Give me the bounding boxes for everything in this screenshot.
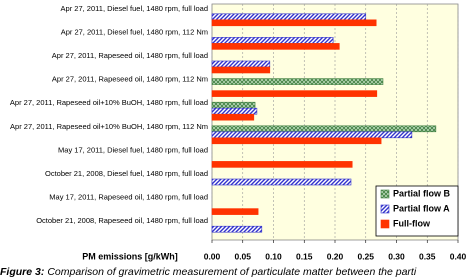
x-tick-label: 0.10 — [265, 251, 282, 261]
bar — [211, 208, 259, 215]
x-tick-label: 0.05 — [234, 251, 251, 261]
bar — [211, 60, 271, 68]
x-tick-label: 0.15 — [296, 251, 313, 261]
bar — [211, 13, 367, 21]
legend-label: Full-flow — [393, 218, 431, 228]
category-label: Apr 27, 2011, Rapeseed oil, 1480 rpm, 11… — [52, 75, 208, 84]
caption-label: Figure 3: — [0, 266, 44, 278]
category-label: Apr 27, 2011, Rapeseed oil, 1480 rpm, fu… — [52, 51, 208, 60]
x-tick-label: 0.25 — [357, 251, 374, 261]
category-label: Apr 27, 2011, Rapeseed oil+10% BuOH, 148… — [10, 122, 208, 131]
x-tick-label: 0.35 — [419, 251, 436, 261]
category-label: Apr 27, 2011, Diesel fuel, 1480 rpm, ful… — [61, 4, 208, 13]
legend-swatch — [380, 204, 390, 214]
category-label: Apr 27, 2011, Rapeseed oil+10% BuOH, 148… — [10, 98, 208, 107]
bar — [211, 125, 437, 133]
category-label: Apr 27, 2011, Diesel fuel, 1480 rpm, 112… — [61, 27, 208, 36]
caption: Figure 3: Comparison of gravimetric measu… — [0, 266, 417, 278]
legend-swatch — [380, 219, 390, 229]
legend-label: Partial flow A — [393, 203, 450, 213]
x-tick-label: 0.40 — [450, 251, 467, 261]
legend-box — [375, 185, 459, 237]
bar — [211, 161, 353, 168]
bar — [211, 131, 413, 139]
legend-label: Partial flow B — [393, 188, 451, 198]
x-axis-label: PM emissions [g/kWh] — [82, 251, 178, 261]
bar — [211, 101, 256, 109]
x-tick-label: 0.30 — [388, 251, 405, 261]
bar — [211, 178, 352, 186]
bar — [211, 19, 377, 27]
bar — [211, 66, 271, 74]
bar — [211, 43, 340, 50]
caption-text: Comparison of gravimetric measurement of… — [47, 266, 417, 278]
bar — [211, 225, 263, 233]
x-tick-label: 0.20 — [327, 251, 344, 261]
bar — [211, 113, 255, 121]
bar — [211, 107, 258, 115]
legend-swatch — [380, 189, 390, 199]
bar — [211, 137, 382, 145]
category-label: May 17, 2011, Rapeseed oil, 1480 rpm, fu… — [49, 193, 208, 202]
category-label: October 21, 2008, Rapeseed oil, 1480 rpm… — [36, 216, 208, 225]
category-label: May 17, 2011, Diesel fuel, 1480 rpm, ful… — [58, 145, 208, 154]
x-tick-label: 0.00 — [204, 251, 221, 261]
category-label: October 21, 2008, Diesel fuel, 1480 rpm,… — [45, 169, 208, 178]
bar — [211, 37, 334, 44]
bar — [211, 78, 384, 85]
bar — [211, 90, 378, 97]
